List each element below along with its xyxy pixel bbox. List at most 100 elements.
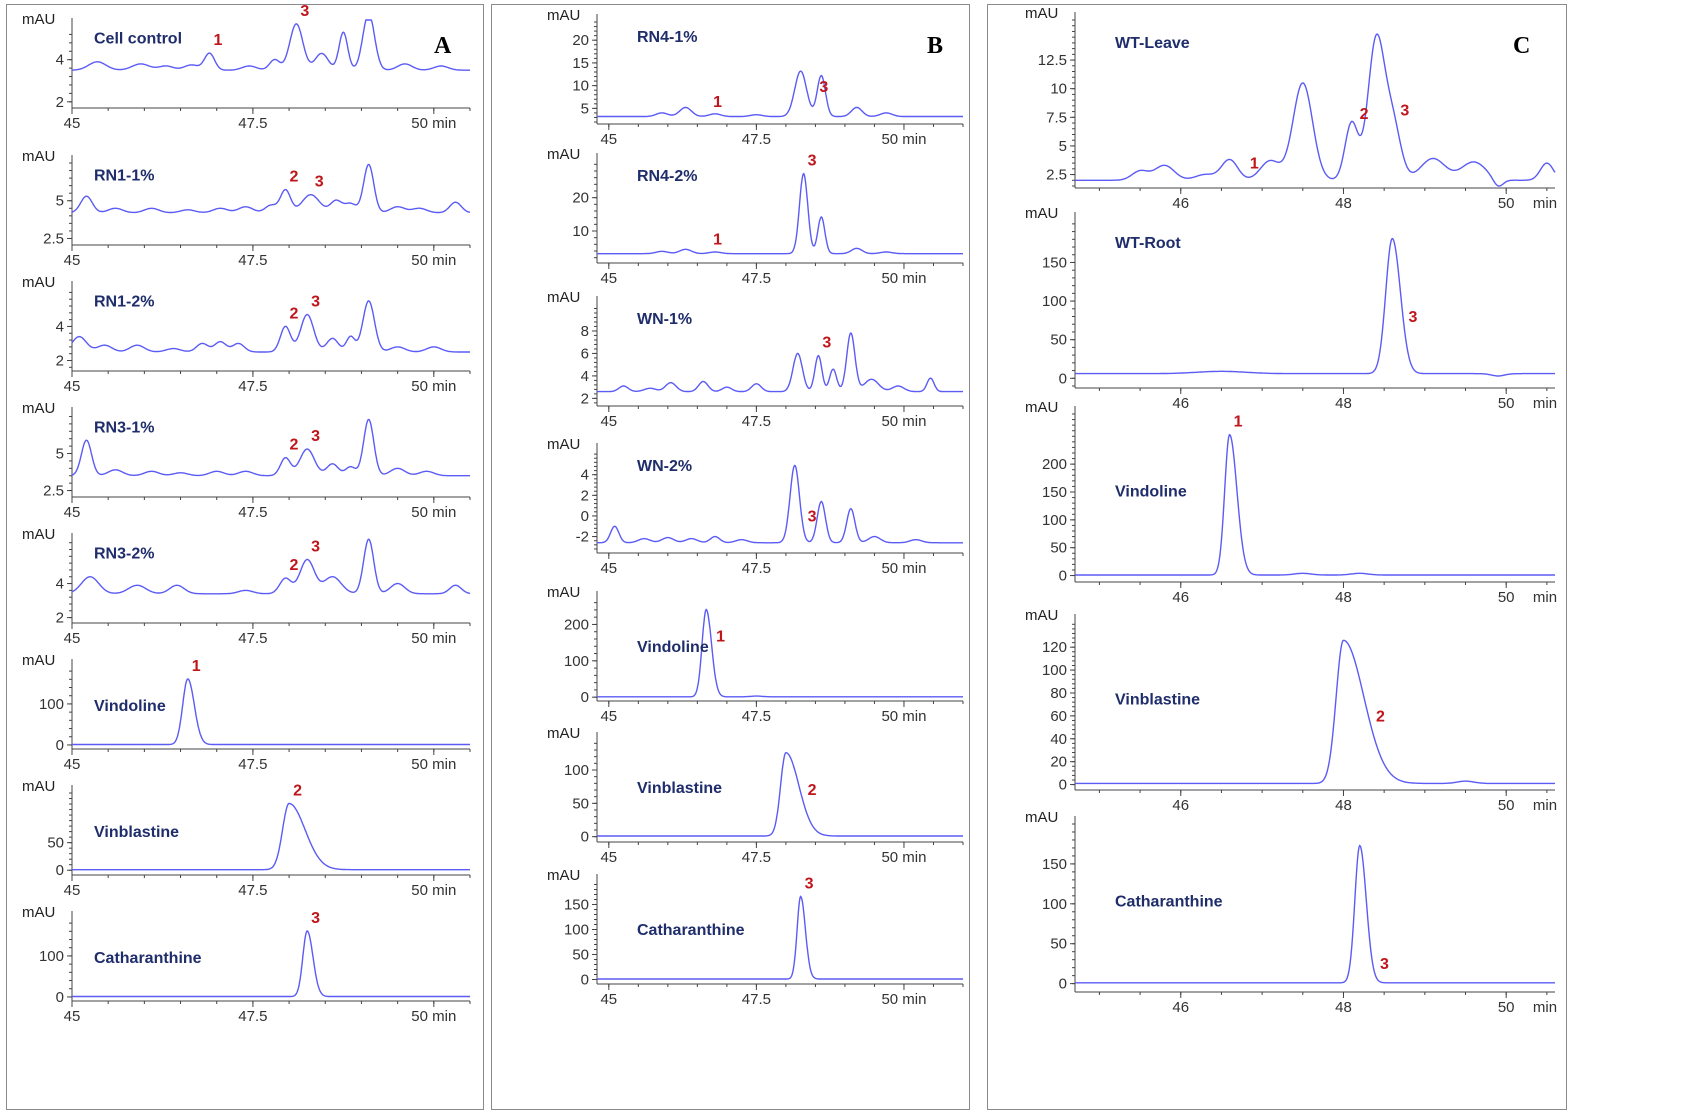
x-tick-label: 48	[1335, 797, 1352, 814]
y-unit-label: mAU	[22, 400, 55, 417]
y-tick-label: 0	[581, 508, 589, 525]
y-tick-label: 100	[39, 948, 64, 965]
peak-label-2: 2	[289, 305, 298, 322]
x-tick-label: 47.5	[742, 131, 771, 148]
y-tick-label: 10	[572, 78, 589, 95]
sample-label: Vindoline	[94, 698, 166, 715]
x-tick-label: 45	[600, 270, 617, 287]
chromatogram-a-4: 2.5 5 mAU 45 47.5 50 min RN3-1% 23	[22, 400, 471, 521]
chromatogram-c-1: 2.5 5 7.5 10 12.5 mAU 46 48 50 min WT-Leave 1 2 3	[1025, 5, 1557, 212]
y-tick-label: 4	[581, 467, 589, 484]
x-tick-label: 47.5	[238, 504, 267, 521]
y-tick-label: 150	[1042, 254, 1067, 271]
x-tick-label: 50 min	[881, 560, 926, 577]
y-unit-label: mAU	[1025, 607, 1058, 624]
chromatogram-trace	[72, 678, 470, 746]
x-tick-label: 50 min	[411, 1008, 456, 1025]
sample-label: WT-Root	[1115, 235, 1181, 252]
x-tick-label: 47.5	[742, 991, 771, 1008]
y-tick-label: 50	[1050, 332, 1067, 349]
x-tick-label: 50	[1498, 195, 1515, 212]
peak-label-2: 2	[1360, 106, 1369, 123]
peak-label-3: 3	[315, 174, 324, 191]
y-tick-label: 5	[56, 446, 64, 463]
x-unit-label: min	[1533, 195, 1557, 212]
y-tick-label: 4	[56, 52, 64, 69]
chromatogram-a-1: 2 4 mAU 45 47.5 50 min Cell control 1 3	[22, 3, 471, 132]
chromatogram-trace	[71, 300, 470, 353]
panel-letter-a: A	[434, 33, 452, 59]
sample-label: WT-Leave	[1115, 35, 1190, 52]
x-unit-label: min	[1533, 395, 1557, 412]
chromatogram-trace	[72, 802, 470, 871]
chromatogram-a-7: 0 50 mAU 45 47.5 50 min Vinblastine 2	[22, 778, 471, 899]
x-tick-label: 45	[600, 560, 617, 577]
peak-label-1: 1	[713, 232, 722, 249]
chromatogram-trace	[597, 608, 963, 698]
chromatogram-a-2: 2.5 5 mAU 45 47.5 50 min RN1-1% 2 3	[22, 148, 471, 269]
peak-label-1: 1	[716, 629, 725, 646]
y-tick-label: 0	[581, 829, 589, 846]
peak-label-2: 2	[289, 557, 298, 574]
x-tick-label: 47.5	[238, 1008, 267, 1025]
sample-label: RN3-2%	[94, 546, 154, 563]
panel-b-frame	[491, 4, 970, 1110]
y-unit-label: mAU	[22, 526, 55, 543]
y-tick-label: 10	[572, 223, 589, 240]
peak-label-2: 2	[293, 782, 302, 799]
y-tick-label: 2.5	[1046, 167, 1067, 184]
x-tick-label: 46	[1172, 195, 1189, 212]
y-unit-label: mAU	[22, 148, 55, 165]
y-unit-label: mAU	[22, 778, 55, 795]
y-tick-label: 60	[1050, 708, 1067, 725]
x-tick-label: 45	[64, 1008, 81, 1025]
y-unit-label: mAU	[547, 436, 580, 453]
y-tick-label: 4	[56, 576, 64, 593]
sample-label: Catharanthine	[1115, 894, 1223, 911]
x-tick-label: 46	[1172, 589, 1189, 606]
chromatogram-c-4: 0 20 40 60 80 100 120 mAU 46 48 50 min Vinblastine 2	[1025, 607, 1557, 814]
chromatogram-trace	[71, 538, 471, 595]
y-tick-label: 2.5	[43, 483, 64, 500]
y-unit-label: mAU	[22, 652, 55, 669]
chromatogram-a-6: 0 100 mAU 45 47.5 50 min Vindoline 1	[22, 652, 471, 773]
peak-label-1: 1	[213, 32, 222, 49]
y-tick-label: 10	[1050, 81, 1067, 98]
chromatogram-trace	[597, 751, 963, 837]
y-tick-label: 100	[564, 922, 589, 939]
x-tick-label: 50	[1498, 999, 1515, 1016]
y-tick-label: 6	[581, 345, 589, 362]
x-tick-label: 45	[600, 991, 617, 1008]
chromatogram-trace	[72, 19, 470, 71]
x-tick-label: 45	[64, 756, 81, 773]
x-tick-label: 50 min	[881, 991, 926, 1008]
y-tick-label: 0	[56, 737, 64, 754]
x-tick-label: 50 min	[881, 270, 926, 287]
peak-label-1: 1	[1234, 414, 1243, 431]
y-tick-label: 2	[56, 94, 64, 111]
peak-label-3: 3	[822, 335, 831, 352]
y-unit-label: mAU	[1025, 5, 1058, 22]
peak-label-3: 3	[1408, 309, 1417, 326]
x-tick-label: 47.5	[238, 756, 267, 773]
peak-label-3: 3	[311, 538, 320, 555]
x-tick-label: 48	[1335, 589, 1352, 606]
y-tick-label: 2	[56, 610, 64, 627]
chromatogram-trace	[597, 332, 963, 393]
y-tick-label: 20	[1050, 754, 1067, 771]
y-tick-label: 2	[56, 352, 64, 369]
x-tick-label: 48	[1335, 395, 1352, 412]
sample-label: Vinblastine	[1115, 692, 1200, 709]
y-tick-label: 12.5	[1038, 52, 1067, 69]
x-tick-label: 47.5	[238, 252, 267, 269]
x-tick-label: 45	[600, 849, 617, 866]
y-tick-label: 40	[1050, 731, 1067, 748]
y-tick-label: 2.5	[43, 230, 64, 247]
x-tick-label: 47.5	[742, 270, 771, 287]
sample-label: Vinblastine	[94, 824, 179, 841]
chromatogram-trace	[597, 172, 963, 255]
x-tick-label: 45	[64, 504, 81, 521]
y-tick-label: 100	[1042, 896, 1067, 913]
y-tick-label: 120	[1042, 639, 1067, 656]
x-tick-label: 47.5	[238, 378, 267, 395]
